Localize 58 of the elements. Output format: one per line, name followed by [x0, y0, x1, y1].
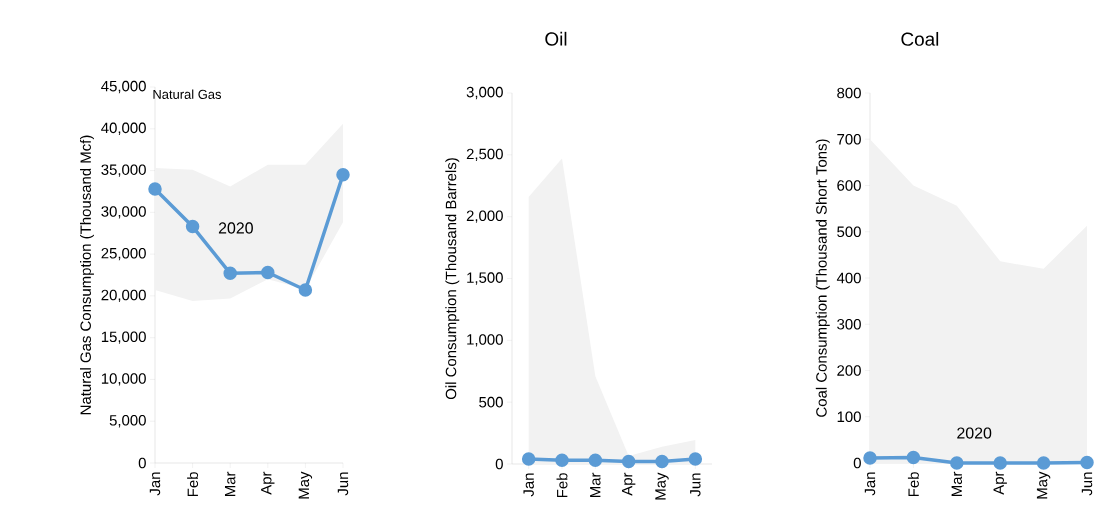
- y-tick-label: 800: [837, 87, 861, 99]
- x-tick-label: Mar: [951, 471, 963, 497]
- y-axis-title: Coal Consumption (Thousand Short Tons): [815, 139, 830, 417]
- y-tick-label: 20,000: [101, 289, 146, 303]
- y-tick-label: 15,000: [101, 331, 146, 344]
- x-tick-label: Apr: [621, 472, 636, 496]
- y-tick-label: 400: [836, 272, 861, 284]
- y-tick-label: 0: [495, 458, 503, 470]
- chart-title: Natural Gas: [153, 89, 222, 99]
- x-tick-label: Jan: [149, 472, 161, 496]
- y-tick-label: 500: [837, 226, 861, 238]
- y-tick-label: 2,000: [466, 210, 503, 223]
- chart-title: Oil: [545, 31, 567, 46]
- x-tick-label: Jun: [1081, 472, 1093, 496]
- point: [185, 219, 200, 234]
- x-tick-label: Jun: [690, 473, 701, 497]
- y-tick-label: 300: [837, 318, 861, 330]
- x-tick-label: May: [298, 471, 313, 499]
- x-tick-label: Apr: [993, 471, 1007, 495]
- y-tick-label: 700: [837, 133, 861, 145]
- point: [336, 167, 350, 182]
- y-tick-label: 5,000: [109, 415, 146, 428]
- y-tick-label: 500: [479, 396, 503, 408]
- y-tick-label: 45,000: [101, 80, 146, 94]
- y-tick-label: 30,000: [101, 206, 146, 219]
- x-tick-label: Jun: [337, 472, 349, 496]
- y-tick-label: 40,000: [101, 122, 146, 135]
- y-tick-label: 200: [837, 365, 861, 376]
- point: [298, 283, 313, 297]
- point: [148, 182, 162, 196]
- y-tick-label: 0: [138, 457, 146, 469]
- y-tick-label: 2,500: [466, 148, 503, 161]
- y-tick-label: 25,000: [101, 247, 146, 261]
- x-tick-label: Apr: [261, 471, 275, 495]
- x-tick-label: Mar: [590, 472, 601, 498]
- y-tick-label: 3,000: [466, 86, 503, 100]
- y-tick-label: 35,000: [101, 164, 146, 177]
- point: [261, 265, 275, 280]
- y-tick-label: 600: [837, 180, 861, 191]
- point: [223, 266, 237, 281]
- y-tick-label: 10,000: [101, 373, 146, 386]
- series-label: 2020: [218, 222, 253, 234]
- x-tick-label: Feb: [907, 472, 919, 497]
- x-tick-label: May: [1036, 471, 1051, 499]
- y-tick-label: 100: [837, 411, 861, 423]
- chart-title: Coal: [901, 31, 939, 46]
- x-tick-label: Feb: [187, 472, 199, 497]
- y-tick-label: 1,000: [467, 334, 503, 347]
- y-axis-title: Natural Gas Consumption (Thousand Mcf): [80, 135, 94, 415]
- x-tick-label: May: [655, 472, 669, 500]
- x-tick-label: Jan: [523, 473, 534, 497]
- series-label: 2020: [957, 427, 992, 439]
- x-tick-label: Jan: [864, 472, 876, 496]
- y-tick-label: 1,500: [467, 272, 503, 285]
- x-tick-label: Feb: [556, 473, 568, 498]
- y-tick-label: 0: [853, 457, 861, 469]
- y-axis-title: Oil Consumption (Thousand Barrels): [445, 158, 460, 400]
- x-tick-label: Mar: [224, 471, 236, 497]
